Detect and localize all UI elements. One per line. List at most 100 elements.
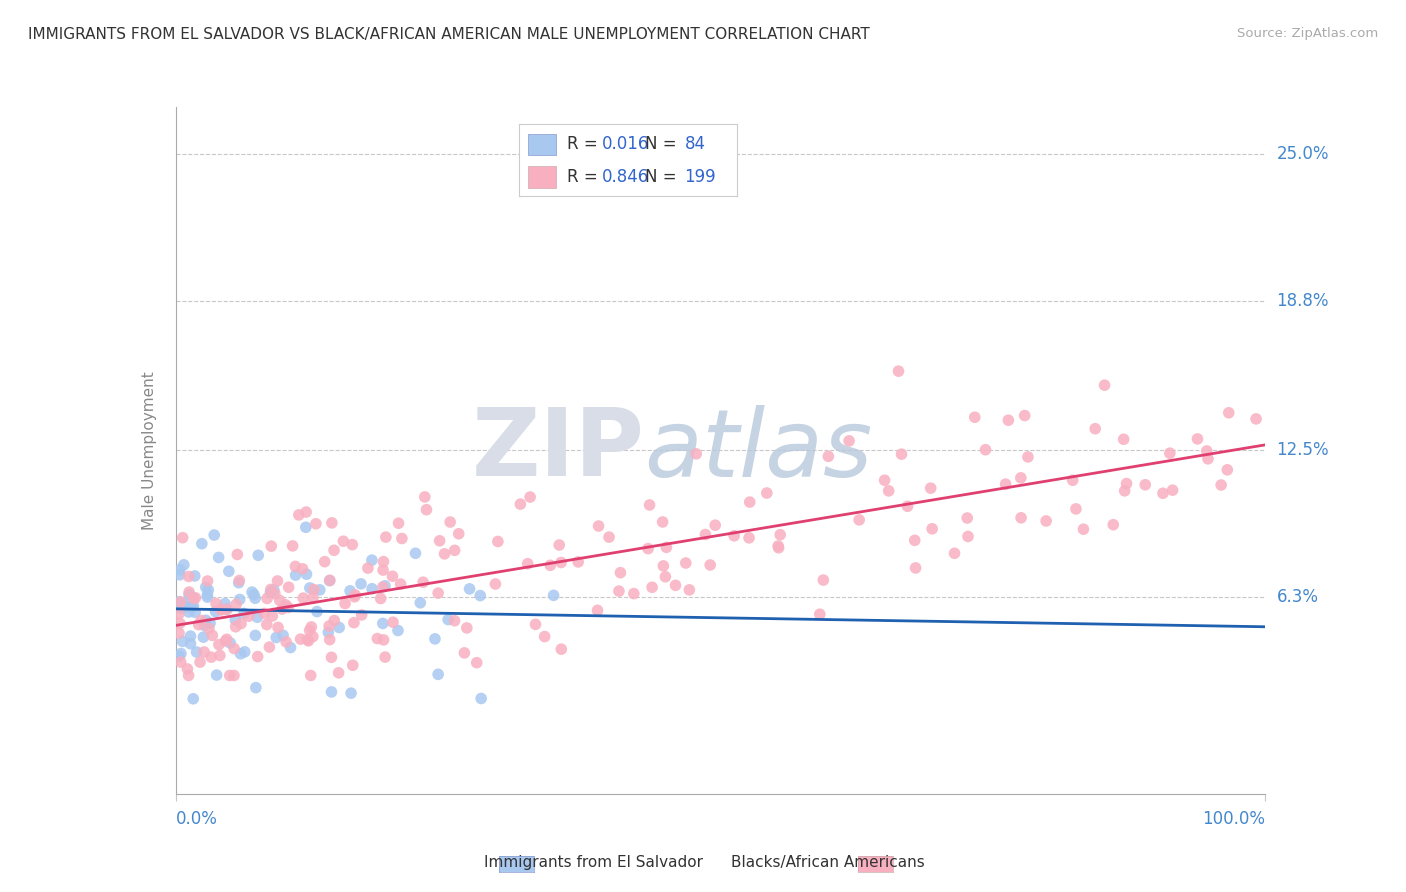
Point <box>172 634 194 648</box>
Point <box>177 605 200 619</box>
Point <box>664 578 686 592</box>
Point <box>651 515 673 529</box>
Point <box>675 556 697 570</box>
Point <box>214 597 236 611</box>
Point <box>302 591 325 605</box>
Point <box>389 577 412 591</box>
Point <box>167 595 190 609</box>
Point <box>194 613 217 627</box>
Point <box>550 556 572 570</box>
Point <box>415 502 437 516</box>
FancyBboxPatch shape <box>527 166 555 187</box>
Point <box>321 650 343 665</box>
FancyBboxPatch shape <box>527 134 555 155</box>
Point <box>288 508 311 522</box>
Point <box>284 559 307 574</box>
Point <box>274 599 297 614</box>
Point <box>298 624 321 638</box>
Point <box>215 632 238 647</box>
Text: 12.5%: 12.5% <box>1277 442 1329 459</box>
Point <box>637 541 659 556</box>
Point <box>226 548 249 562</box>
Point <box>371 580 394 594</box>
Point <box>641 580 664 594</box>
Point <box>437 613 460 627</box>
Point <box>181 599 204 614</box>
Point <box>218 668 240 682</box>
Text: R =: R = <box>567 136 603 153</box>
Point <box>243 588 266 602</box>
Point <box>266 574 288 588</box>
Text: 25.0%: 25.0% <box>1277 145 1329 163</box>
Point <box>723 529 745 543</box>
Point <box>374 650 396 665</box>
Point <box>652 558 675 573</box>
Point <box>224 613 246 627</box>
Point <box>370 591 392 606</box>
Point <box>755 486 778 500</box>
Point <box>1073 522 1095 536</box>
Point <box>318 574 340 588</box>
Point <box>177 668 200 682</box>
Point <box>1010 511 1032 525</box>
Point <box>373 555 395 569</box>
Text: N =: N = <box>645 168 682 186</box>
Point <box>238 609 260 624</box>
Point <box>198 616 221 631</box>
Point <box>198 622 221 636</box>
Point <box>318 632 340 647</box>
Point <box>1218 406 1240 420</box>
Point <box>813 573 835 587</box>
Point <box>225 597 247 611</box>
Point <box>173 597 195 611</box>
Point <box>295 520 318 534</box>
Point <box>305 605 328 619</box>
Point <box>357 561 380 575</box>
Point <box>209 603 232 617</box>
Point <box>321 685 343 699</box>
Point <box>350 607 373 622</box>
Point <box>391 532 413 546</box>
Point <box>695 527 717 541</box>
Text: N =: N = <box>645 136 682 153</box>
Point <box>344 588 367 602</box>
Point <box>848 513 870 527</box>
Point <box>387 516 409 531</box>
Point <box>169 567 191 582</box>
Point <box>413 490 436 504</box>
Point <box>280 640 302 655</box>
Point <box>343 590 366 604</box>
Point <box>374 579 396 593</box>
Point <box>453 646 475 660</box>
Point <box>548 538 571 552</box>
Point <box>302 582 325 597</box>
Point <box>169 595 191 609</box>
Point <box>225 620 247 634</box>
Text: ZIP: ZIP <box>471 404 644 497</box>
Text: 6.3%: 6.3% <box>1277 589 1319 607</box>
Point <box>904 533 927 548</box>
Point <box>187 617 209 632</box>
Point <box>321 516 343 530</box>
Point <box>184 569 207 583</box>
Point <box>277 580 299 594</box>
Point <box>167 648 190 663</box>
Point <box>956 511 979 525</box>
Point <box>769 527 792 541</box>
Point <box>209 603 232 617</box>
Point <box>1014 409 1036 423</box>
Point <box>193 645 215 659</box>
Point <box>259 585 281 599</box>
Point <box>374 530 396 544</box>
Point <box>1211 478 1233 492</box>
Point <box>229 592 252 607</box>
Point <box>205 668 228 682</box>
Point <box>179 585 201 599</box>
Point <box>470 589 492 603</box>
Point <box>371 563 394 577</box>
Point <box>180 629 202 643</box>
Point <box>873 473 896 487</box>
Point <box>177 569 200 583</box>
Point <box>838 434 860 448</box>
Point <box>256 591 278 606</box>
